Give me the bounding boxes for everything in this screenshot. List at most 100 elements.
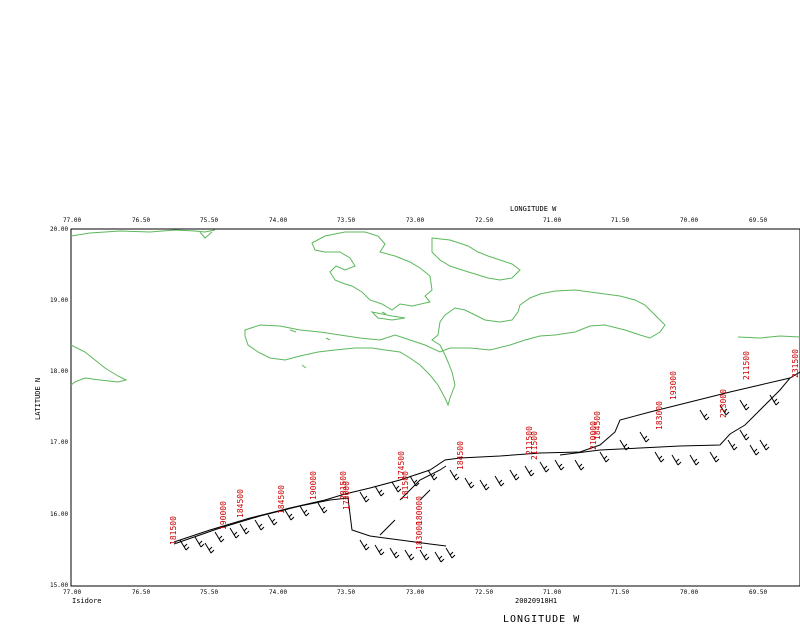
wind-barb [434, 551, 445, 563]
wind-barb [574, 459, 585, 471]
longitude-tick-label: 74.00 [269, 217, 287, 224]
longitude-tick-label: 73.50 [337, 589, 355, 596]
wind-barb [639, 431, 650, 443]
wind-barb [359, 539, 370, 551]
wind-barb [404, 549, 415, 561]
wind-barbs [179, 394, 780, 563]
coastline-hispaniola [311, 231, 433, 311]
coastline-hispaniola-south [244, 289, 666, 407]
wind-barb [239, 523, 250, 535]
observation-time-label: 174500 [397, 451, 406, 480]
wind-barb [214, 531, 225, 543]
wind-barb [479, 479, 490, 491]
longitude-tick-label: 73.50 [337, 217, 355, 224]
wind-barb [554, 459, 565, 471]
wind-barb [391, 481, 402, 493]
observation-time-label: 190000 [219, 501, 228, 530]
latitude-tick-label: 16.00 [50, 511, 68, 518]
wind-barb [445, 547, 456, 559]
latitude-tick-label: 20.00 [50, 226, 68, 233]
track-4 [379, 465, 447, 536]
observation-time-label: 231500 [791, 349, 800, 378]
coastline-puerto-rico [737, 335, 800, 339]
observation-time-label: 184500 [277, 485, 286, 514]
top-longitude-axis: 77.00 76.50 75.50 74.00 73.50 73.00 72.50 71.00… [63, 217, 767, 224]
wind-barb [267, 514, 278, 526]
longitude-tick-label: 74.00 [269, 589, 287, 596]
longitude-tick-label: 71.50 [611, 589, 629, 596]
latitude-tick-label: 19.00 [50, 297, 68, 304]
coastline-gonave [370, 311, 406, 321]
longitude-tick-label: 69.50 [749, 589, 767, 596]
observation-time-label: 193000 [669, 371, 678, 400]
wind-barb [229, 527, 240, 539]
longitude-tick-label: 69.50 [749, 217, 767, 224]
top-axis-title: LONGITUDE W [510, 205, 557, 213]
wind-barb [689, 454, 700, 466]
observation-time-label: 223000 [719, 389, 728, 418]
longitude-tick-label: 73.00 [406, 217, 424, 224]
wind-barb [359, 491, 370, 503]
longitude-tick-label: 77.00 [63, 217, 81, 224]
wind-barb [539, 461, 550, 473]
observation-time-label: 211500 [525, 426, 534, 455]
flight-tracks [173, 371, 800, 547]
wind-barb [284, 509, 295, 521]
observation-time-label: 211500 [530, 431, 539, 460]
wind-barb [759, 439, 770, 451]
wind-barb [671, 454, 682, 466]
bottom-longitude-axis: 77.00 76.50 75.50 74.00 73.50 73.00 72.50 71.00… [63, 589, 767, 596]
longitude-tick-label: 75.50 [200, 217, 218, 224]
wind-barb [204, 542, 215, 554]
observation-time-label: 180000 [415, 496, 424, 525]
wind-barb [427, 469, 438, 481]
longitude-tick-label: 70.00 [680, 589, 698, 596]
wind-barb [389, 547, 400, 559]
longitude-tick-label: 72.50 [475, 217, 493, 224]
wind-barb [179, 539, 190, 551]
longitude-tick-label: 70.00 [680, 217, 698, 224]
map-frame [70, 228, 800, 587]
wind-barb [739, 399, 750, 411]
wind-barb [619, 439, 630, 451]
storm-name: Isidore [72, 597, 102, 605]
wind-barb [317, 502, 328, 514]
wind-barb [464, 477, 475, 489]
wind-barb [419, 549, 430, 561]
longitude-tick-label: 71.00 [543, 589, 561, 596]
wind-barb [509, 469, 520, 481]
wind-barb [769, 394, 780, 406]
latitude-axis-title: LATITUDE N [34, 378, 42, 420]
wind-barb [739, 429, 750, 441]
wind-barb [409, 475, 420, 487]
track-1 [173, 371, 800, 543]
observation-time-label: 201500 [339, 471, 348, 500]
wind-barb [727, 439, 738, 451]
wind-barb [524, 465, 535, 477]
longitude-tick-label: 71.00 [543, 217, 561, 224]
observation-time-label: 184500 [593, 411, 602, 440]
observation-time-label: 181500 [401, 471, 410, 500]
wind-barb [699, 409, 710, 421]
observation-time-label: 184500 [456, 441, 465, 470]
datetime-label: 20020918H1 [515, 597, 557, 605]
observation-time-label: 184500 [236, 489, 245, 518]
wind-barb [254, 519, 265, 531]
wind-barb [654, 451, 665, 463]
wind-barb [709, 451, 720, 463]
coastline-small-islands [289, 311, 387, 369]
longitude-tick-label: 75.50 [200, 589, 218, 596]
longitude-tick-label: 76.50 [132, 589, 150, 596]
coastline-tortuga [431, 237, 521, 281]
observation-time-label: 183000 [415, 521, 424, 550]
wind-barb [194, 536, 205, 548]
observation-time-label: 173000 [342, 481, 351, 510]
longitude-tick-label: 76.50 [132, 217, 150, 224]
observation-time-label: 183000 [655, 401, 664, 430]
coastlines [70, 229, 800, 407]
observation-time-label: 181500 [169, 516, 178, 545]
wind-barb [374, 485, 385, 497]
longitude-tick-label: 72.50 [475, 589, 493, 596]
wind-barb [494, 475, 505, 487]
